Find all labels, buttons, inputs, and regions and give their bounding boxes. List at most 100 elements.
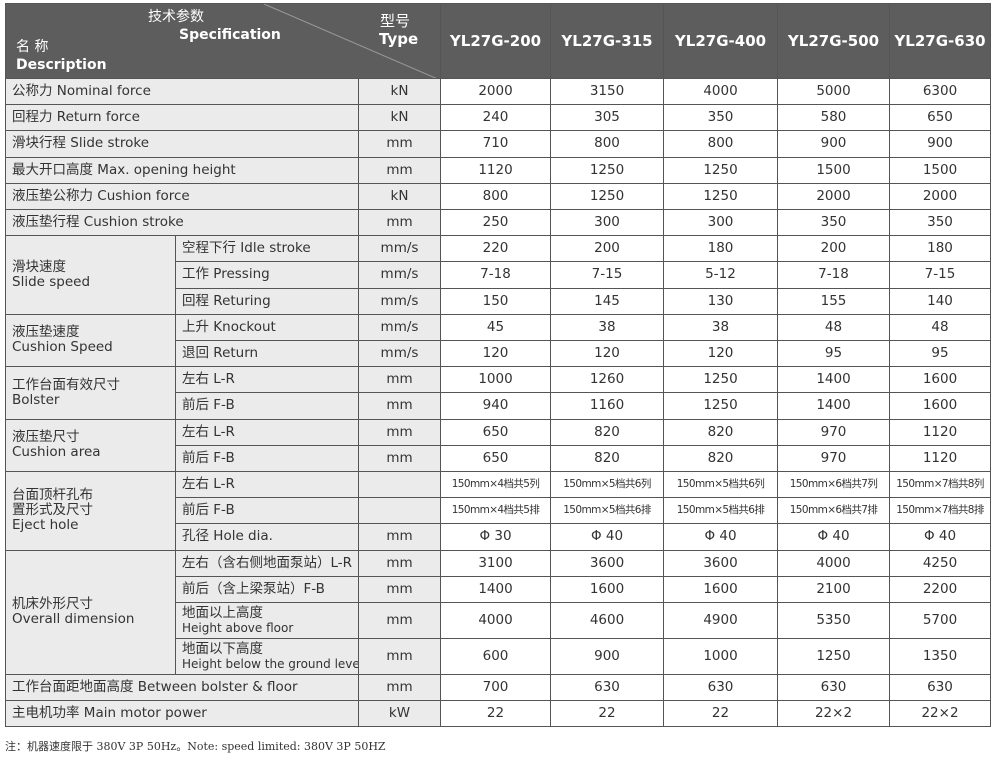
row-label: 左右 L-R	[175, 418, 359, 446]
unit: mm	[386, 161, 413, 178]
label: 前后 F-B	[182, 397, 235, 414]
group-line: Cushion Speed	[12, 339, 113, 356]
row-label: 左右 L-R	[175, 366, 359, 394]
row-label: 滑块行程 Slide stroke	[5, 130, 359, 158]
value: 4600	[589, 612, 625, 628]
value: 1120	[478, 161, 513, 178]
model-name: YL27G-315	[561, 31, 653, 50]
row-label: 左右 L-R	[175, 471, 359, 499]
header-cell: 技术参数 Specification 名 称 Description 型号 Ty…	[5, 3, 441, 79]
unit: mm/s	[380, 266, 419, 283]
value: 1250	[816, 648, 851, 664]
group-line: 置形式及尺寸	[12, 502, 93, 519]
unit: mm	[386, 214, 413, 231]
value-cell: 240	[440, 104, 551, 132]
value: 7-15	[924, 266, 956, 283]
value-cell: 1400	[440, 575, 551, 603]
group-label: 台面顶杆孔布 置形式及尺寸 Eject hole	[5, 471, 176, 551]
value-cell: 970	[777, 418, 890, 446]
value-cell: 800	[550, 130, 664, 158]
label: 公称力 Nominal force	[12, 83, 151, 100]
row-label: 前后 F-B	[175, 444, 359, 472]
label: 最大开口高度 Max. opening height	[12, 161, 236, 178]
value: 2000	[478, 83, 513, 100]
value: 2200	[922, 580, 958, 597]
value: 1400	[478, 580, 513, 597]
value: 1400	[816, 397, 851, 414]
value-cell: 150mm×4档共5列	[440, 471, 551, 499]
value-cell: 1120	[440, 156, 551, 184]
group-label: 液压垫尺寸 Cushion area	[5, 418, 176, 472]
value: Φ 30	[479, 528, 512, 545]
value: 1120	[922, 449, 958, 466]
unit-cell	[358, 497, 441, 525]
value-cell: 150	[440, 287, 551, 315]
value: 4000	[478, 612, 513, 628]
value: 820	[594, 423, 620, 440]
value-cell: 4000	[663, 78, 778, 106]
model-name: YL27G-200	[449, 31, 542, 50]
unit: mm	[386, 554, 413, 571]
value: 120	[482, 345, 509, 362]
diagonal	[263, 4, 437, 78]
value: 700	[482, 679, 509, 696]
value: 900	[594, 648, 620, 664]
value-cell: 22	[663, 700, 778, 728]
value-cell: 1120	[889, 418, 991, 446]
value: 2000	[816, 187, 851, 204]
group-label: 滑块速度 Slide speed	[5, 235, 176, 315]
value-cell: 120	[663, 340, 778, 368]
value-cell: 150mm×5档共6列	[550, 471, 664, 499]
value: 38	[711, 318, 730, 335]
value-cell: 1250	[663, 182, 778, 210]
value-cell: 650	[440, 444, 551, 472]
label: 工作 Pressing	[182, 266, 270, 283]
value-cell: 630	[550, 674, 664, 702]
unit: mm	[386, 135, 413, 152]
value-cell: 900	[889, 130, 991, 158]
value-cell: 630	[777, 674, 890, 702]
value-cell: 22	[550, 700, 664, 728]
value-cell: 200	[777, 235, 890, 263]
unit-cell: kN	[358, 78, 441, 106]
value: 180	[707, 240, 734, 257]
value-cell: 1250	[777, 638, 890, 675]
model-name: YL27G-500	[787, 31, 880, 50]
unit-cell: kN	[358, 104, 441, 132]
value-cell: 2000	[889, 182, 991, 210]
value-cell: 150mm×7档共8排	[889, 497, 991, 525]
value-cell: 4900	[663, 602, 778, 639]
row-label: 回程力 Return force	[5, 104, 359, 132]
value-cell: 150mm×4档共5排	[440, 497, 551, 525]
value: 150mm×4档共5排	[451, 504, 540, 517]
value-cell: 200	[550, 235, 664, 263]
value-cell: 800	[663, 130, 778, 158]
value: 820	[707, 423, 734, 440]
group-label: 工作台面有效尺寸 Bolster	[5, 366, 176, 420]
label: Height above floor	[182, 620, 294, 635]
model-header: YL27G-315	[550, 3, 664, 79]
label: 孔径 Hole dia.	[182, 528, 273, 545]
value-cell: 820	[663, 444, 778, 472]
row-label: 地面以下高度 Height below the ground level	[175, 638, 359, 675]
value-cell: 3150	[550, 78, 664, 106]
value: 250	[482, 214, 509, 231]
spec-en: Specification	[179, 27, 281, 43]
label: 上升 Knockout	[182, 318, 276, 335]
value: 7-15	[591, 266, 623, 283]
value: 22×2	[814, 705, 853, 722]
value: 7-18	[480, 266, 511, 283]
model-name: YL27G-630	[894, 31, 986, 50]
value: 630	[594, 679, 620, 696]
value-cell: 800	[440, 182, 551, 210]
value-cell: 5700	[889, 602, 991, 639]
value-cell: 4600	[550, 602, 664, 639]
value: 800	[594, 135, 620, 152]
unit: kW	[388, 705, 411, 722]
value: 3100	[478, 554, 513, 571]
value: 130	[707, 292, 734, 309]
value: 650	[482, 449, 509, 466]
value-cell: 1600	[550, 575, 664, 603]
value: 95	[931, 345, 949, 362]
value-cell: 1250	[550, 182, 664, 210]
